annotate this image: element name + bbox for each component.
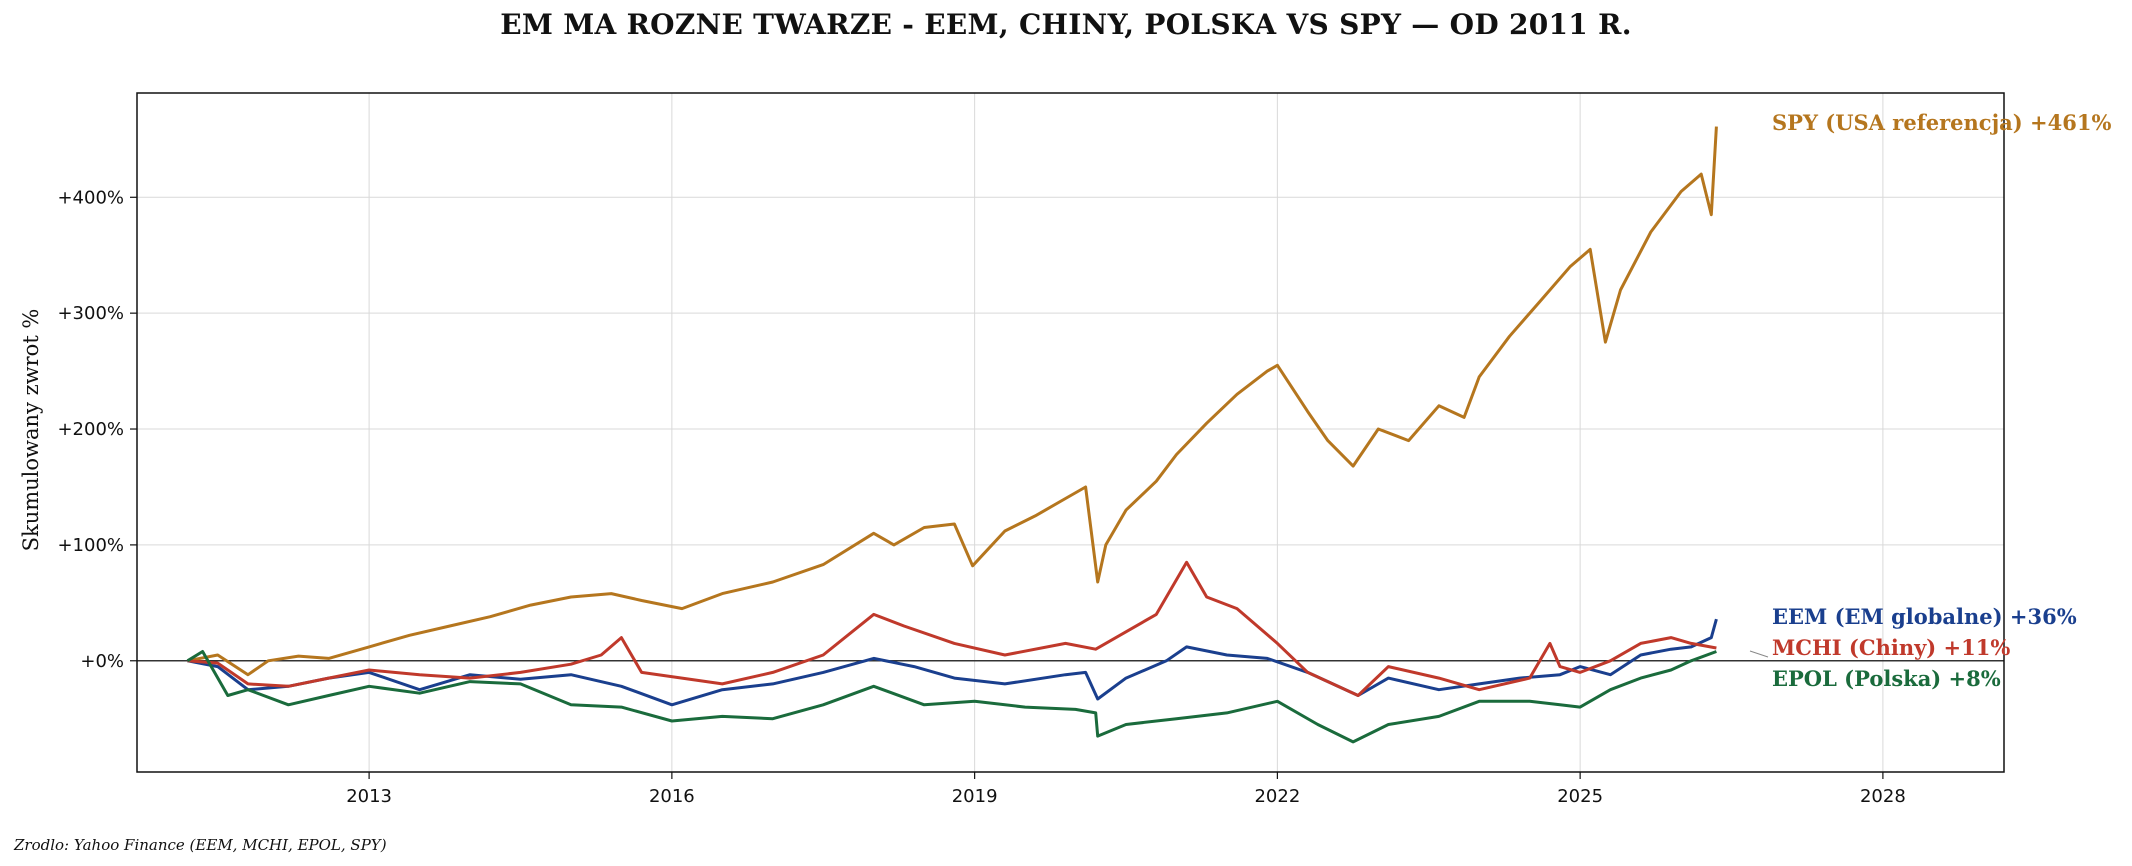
x-tick-label: 2025 bbox=[1557, 786, 1603, 807]
axis-ticks: 2013 2016 2019 2022 2025 2028 +0% +100% +200% +30… bbox=[57, 187, 1905, 807]
y-tick-label: +400% bbox=[57, 187, 124, 208]
x-tick-label: 2019 bbox=[952, 786, 998, 807]
series-line bbox=[187, 560, 1717, 697]
plot-frame bbox=[136, 92, 2005, 773]
y-tick-label: +300% bbox=[57, 303, 124, 324]
y-tick-label: +100% bbox=[57, 535, 124, 556]
end-labels: SPY (USA referencja) +461% EEM (EM global… bbox=[1749, 110, 2111, 691]
series-line bbox=[187, 618, 1718, 707]
grid-lines bbox=[137, 93, 2004, 772]
x-tick-label: 2028 bbox=[1860, 786, 1906, 807]
label-leader-line bbox=[1749, 650, 1769, 658]
y-tick-label: +0% bbox=[80, 651, 124, 672]
x-tick-label: 2016 bbox=[649, 786, 695, 807]
chart-title: EM MA ROZNE TWARZE - EEM, CHINY, POLSKA … bbox=[500, 8, 1632, 41]
series-lines bbox=[186, 126, 1718, 744]
series-end-label: EEM (EM globalne) +36% bbox=[1772, 604, 2077, 629]
x-tick-label: 2022 bbox=[1254, 786, 1300, 807]
series-end-label: EPOL (Polska) +8% bbox=[1772, 666, 2001, 691]
y-tick-label: +200% bbox=[57, 419, 124, 440]
y-axis-label: Skumulowany zwrot % bbox=[19, 309, 43, 552]
series-end-label: MCHI (Chiny) +11% bbox=[1772, 635, 2010, 660]
series-line bbox=[187, 126, 1718, 677]
series-end-label: SPY (USA referencja) +461% bbox=[1772, 110, 2111, 135]
source-note: Zrodlo: Yahoo Finance (EEM, MCHI, EPOL, … bbox=[14, 836, 387, 854]
series-line bbox=[186, 650, 1717, 744]
x-tick-label: 2013 bbox=[346, 786, 392, 807]
